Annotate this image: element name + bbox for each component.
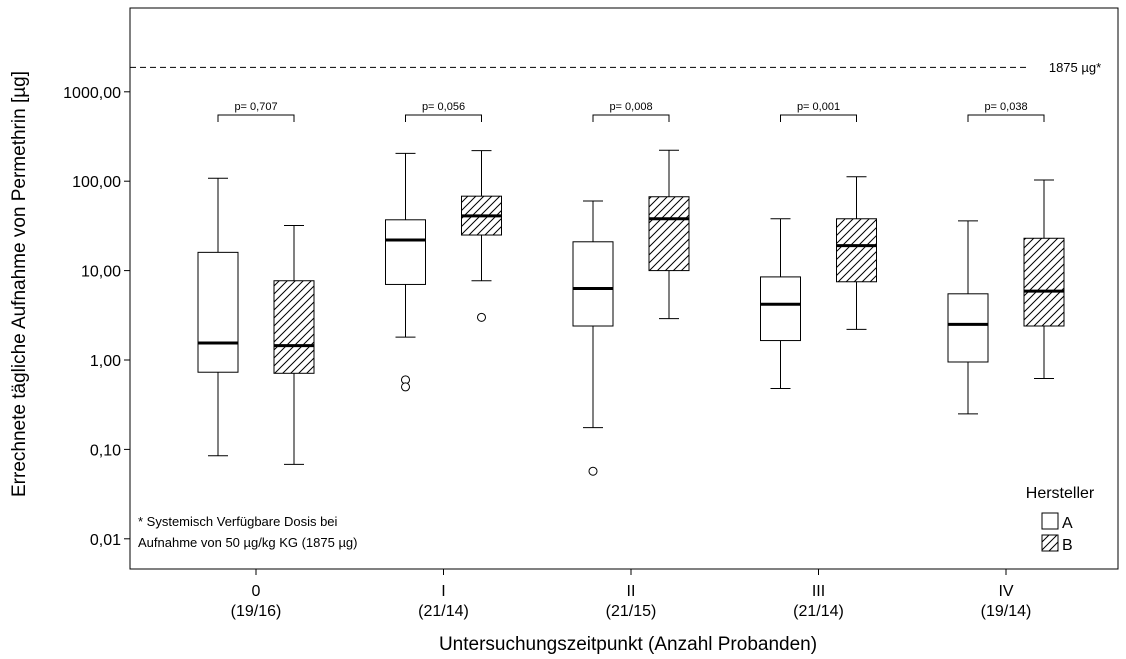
y-tick-label: 0,01 [90,532,121,549]
box-a [947,293,989,363]
x-tick-count: (19/16) [231,603,282,620]
p-value-label: p= 0,707 [234,101,277,113]
x-tick-count: (21/14) [418,603,469,620]
legend-label-a: A [1062,515,1073,532]
box-b [273,280,315,374]
x-tick-count: (19/14) [981,603,1032,620]
legend-title: Hersteller [1026,485,1095,502]
outlier-point [477,312,486,322]
box-b [836,218,877,283]
box-a [385,219,426,285]
box-a [197,251,239,373]
legend-swatch-b [1041,534,1059,552]
x-tick-label: III [812,583,825,600]
y-tick-label: 10,00 [81,264,121,281]
y-axis-title: Errechnete tägliche Aufnahme von Permeth… [9,71,30,497]
outlier-point [401,382,410,392]
box-b [648,196,690,272]
x-tick-count: (21/14) [793,603,844,620]
p-value-label: p= 0,038 [984,101,1027,113]
ref-line-label: 1875 µg* [1049,60,1101,75]
p-value-label: p= 0,008 [609,101,652,113]
x-tick-count: (21/15) [606,603,657,620]
x-tick-label: I [441,583,445,600]
footnote-line-2: Aufnahme von 50 µg/kg KG (1875 µg) [138,535,358,550]
p-value-bracket [217,114,295,122]
x-tick-label: II [627,583,636,600]
outlier-point [588,466,598,476]
x-tick-label: IV [998,583,1013,600]
p-value-bracket [967,114,1045,122]
y-tick-label: 0,10 [90,442,121,459]
p-value-label: p= 0,056 [422,101,465,113]
box-a [760,276,801,342]
x-axis-title: Untersuchungszeitpunkt (Anzahl Probanden… [439,634,817,655]
p-value-bracket [405,114,482,122]
footnote-line-1: * Systemisch Verfügbare Dosis bei [138,514,338,529]
p-value-bracket [780,114,857,122]
y-tick-label: 100,00 [72,174,121,191]
legend-label-b: B [1062,537,1073,554]
x-tick-label: 0 [252,583,261,600]
y-tick-label: 1000,00 [63,85,121,102]
y-tick-label: 1,00 [90,353,121,370]
plot-frame [129,7,1119,570]
box-b [1023,237,1065,327]
p-value-label: p= 0,001 [797,101,840,113]
box-a [572,241,614,327]
legend-swatch-a [1041,512,1059,530]
p-value-bracket [592,114,670,122]
